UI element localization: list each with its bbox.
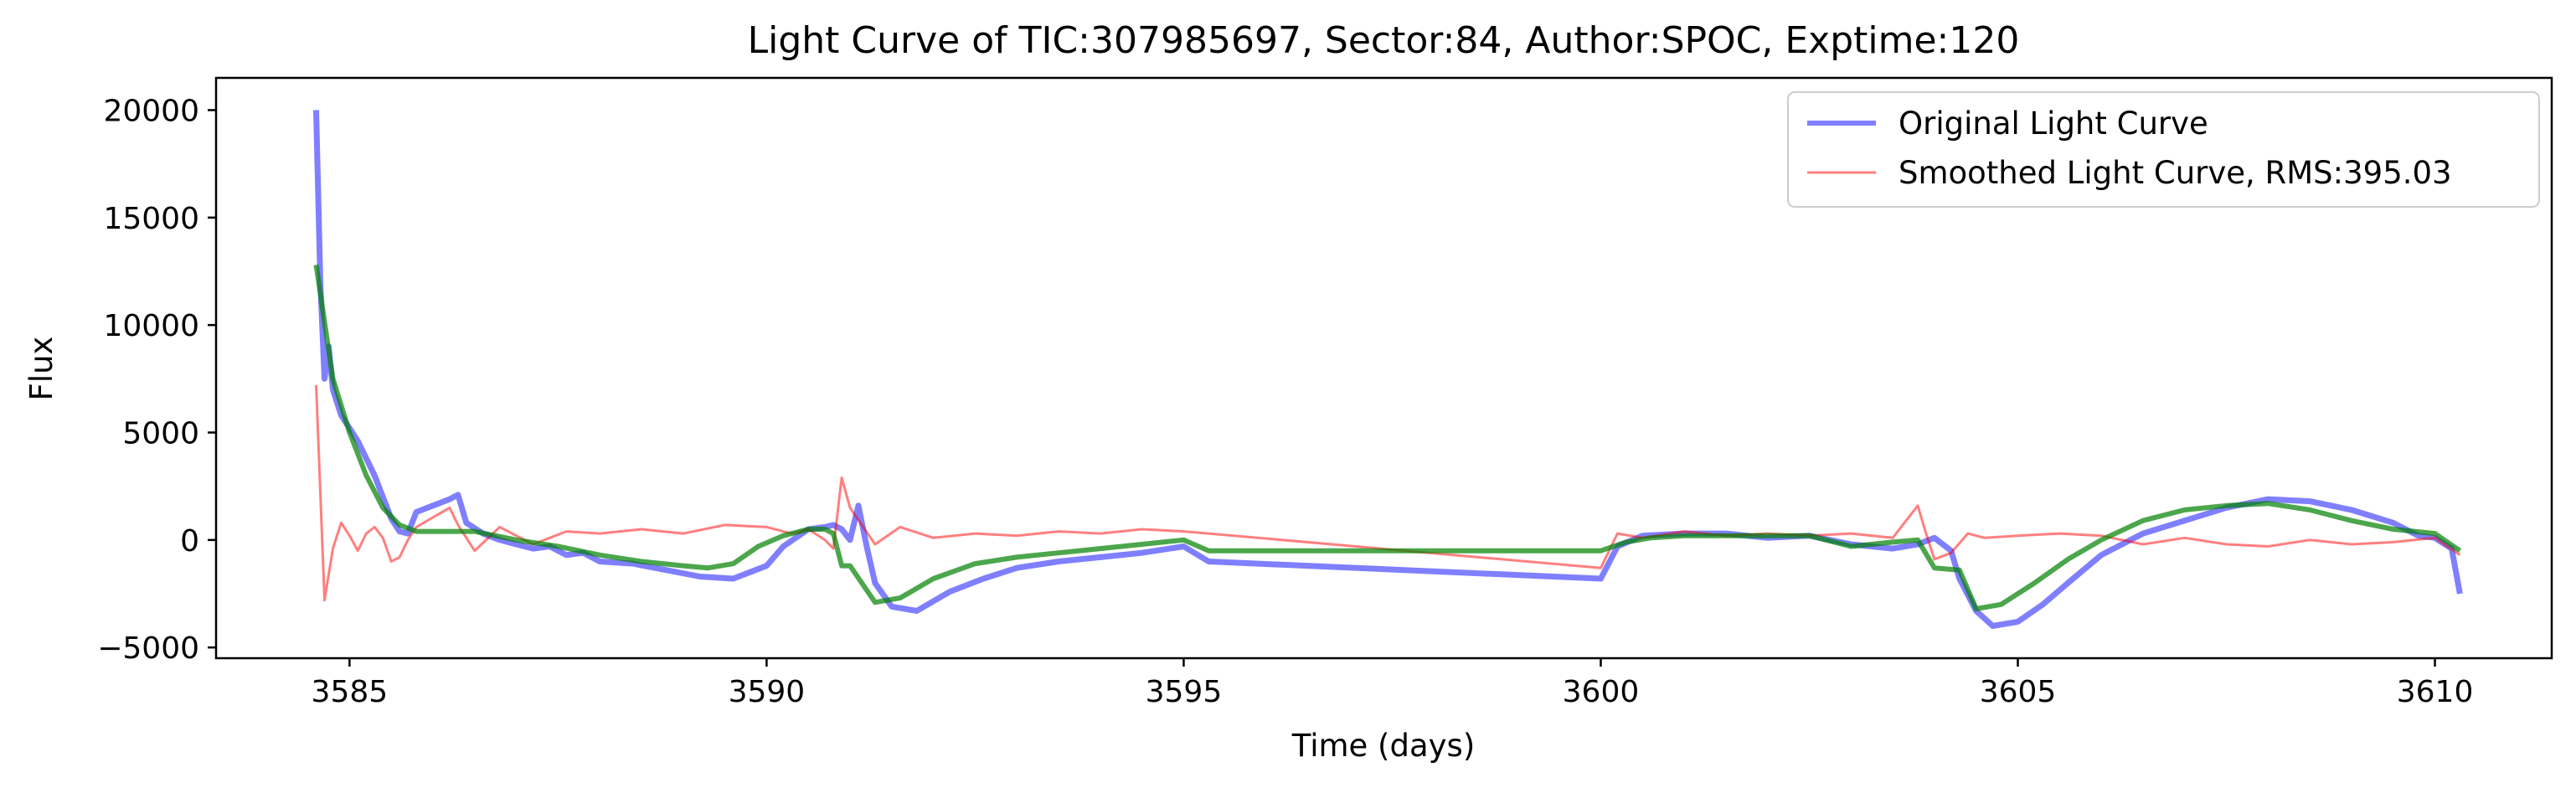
plot-frame	[214, 76, 2553, 660]
x-tick-label: 3610	[2397, 675, 2474, 709]
series-line-original	[313, 110, 2463, 629]
x-tick-label: 3605	[1980, 675, 2057, 709]
x-tick-label: 3585	[312, 675, 389, 709]
legend-label-original: Original Light Curve	[1899, 106, 2208, 142]
y-tick-label: 5000	[122, 417, 199, 451]
y-axis-label: Flux	[23, 337, 59, 401]
series-line-smoothed	[315, 384, 2461, 602]
y-tick-label: 15000	[103, 202, 199, 236]
legend: Original Light Curve Smoothed Light Curv…	[1787, 91, 2540, 208]
x-tick-label: 3595	[1146, 675, 1223, 709]
y-tick-label: −5000	[97, 631, 199, 666]
legend-label-smoothed: Smoothed Light Curve, RMS:395.03	[1899, 155, 2452, 191]
ticks-layer: 3585 3590 3595 3600 3605 3610 −5000 0 5000 10000 1…	[97, 95, 2473, 710]
series-line-trend	[313, 264, 2462, 611]
x-tick-label: 3600	[1563, 675, 1640, 709]
series-layer	[313, 110, 2463, 629]
legend-box	[1787, 91, 2540, 208]
y-tick-label: 20000	[103, 95, 199, 129]
y-tick-label: 0	[180, 524, 199, 559]
chart-title: Light Curve of TIC:307985697, Sector:84,…	[748, 19, 2020, 62]
x-axis-label: Time (days)	[1291, 728, 1476, 764]
y-tick-label: 10000	[103, 309, 199, 343]
x-tick-label: 3590	[729, 675, 806, 709]
